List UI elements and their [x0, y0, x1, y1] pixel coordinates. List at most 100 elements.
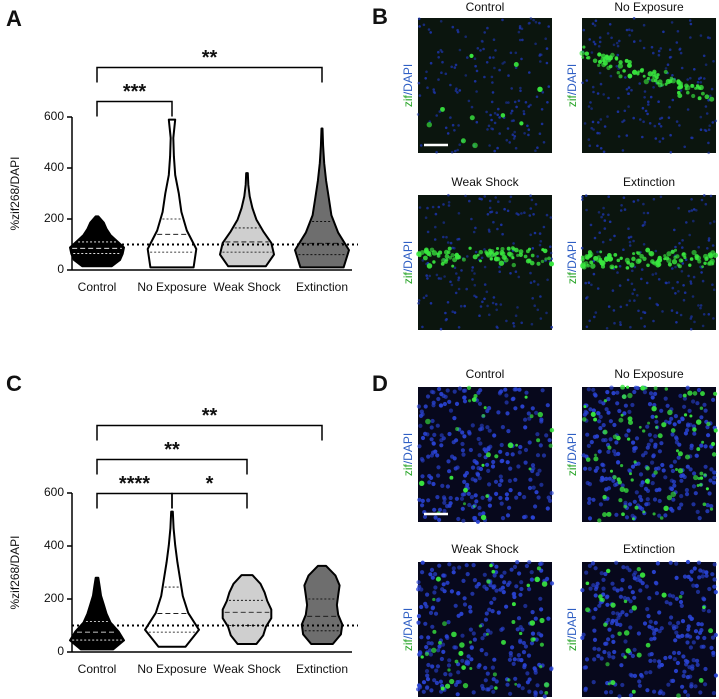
nucleus: [587, 281, 591, 285]
nucleus: [686, 627, 691, 632]
nucleus: [587, 105, 591, 108]
nucleus: [678, 48, 681, 51]
nucleus: [693, 491, 698, 496]
zif-cell: [677, 451, 683, 457]
nucleus: [496, 410, 501, 415]
nucleus: [501, 232, 504, 236]
nucleus: [699, 115, 703, 119]
nucleus: [513, 676, 518, 681]
nucleus: [670, 508, 675, 513]
nucleus: [539, 607, 544, 612]
nucleus: [612, 586, 617, 591]
nucleus: [711, 650, 716, 656]
nucleus: [514, 270, 518, 274]
nucleus: [494, 302, 498, 306]
nucleus: [599, 118, 603, 121]
nucleus: [477, 453, 482, 458]
nucleus: [685, 693, 691, 698]
nucleus: [529, 271, 532, 275]
nucleus: [520, 686, 525, 691]
zif-cell: [472, 504, 476, 508]
zif-cell: [594, 453, 597, 457]
zif-cell: [442, 621, 447, 627]
nucleus: [442, 508, 447, 514]
zif-cell: [582, 45, 586, 49]
zif-cell: [463, 487, 468, 493]
nucleus: [420, 474, 425, 479]
nucleus: [677, 506, 682, 511]
nucleus: [523, 417, 528, 422]
nucleus: [691, 295, 695, 298]
nucleus: [440, 587, 445, 592]
zif-cell: [699, 471, 704, 476]
nucleus: [488, 144, 491, 147]
nucleus: [616, 110, 620, 113]
nucleus: [429, 437, 434, 442]
nucleus: [658, 140, 662, 143]
nucleus: [491, 677, 496, 682]
nucleus: [689, 327, 693, 331]
zif-cell: [616, 258, 621, 263]
nucleus: [610, 581, 615, 586]
nucleus: [671, 479, 677, 484]
nucleus: [693, 320, 696, 324]
nucleus: [632, 576, 637, 581]
nucleus: [426, 206, 429, 210]
nucleus: [422, 23, 426, 27]
nucleus: [478, 314, 481, 318]
nucleus: [706, 433, 711, 438]
zif-cell: [529, 414, 534, 419]
zif-cell: [630, 478, 634, 482]
zif-cell: [699, 476, 704, 480]
nucleus: [697, 304, 700, 307]
nucleus: [591, 680, 596, 685]
nucleus: [711, 121, 715, 124]
nucleus: [540, 108, 544, 111]
violin: [221, 574, 273, 645]
zif-cell: [537, 411, 544, 418]
nucleus: [652, 689, 657, 694]
nucleus: [473, 493, 478, 498]
nucleus: [592, 272, 596, 276]
nucleus: [520, 212, 523, 215]
nucleus: [627, 502, 633, 507]
nucleus: [672, 650, 677, 656]
nucleus: [647, 432, 653, 437]
zif-cell: [689, 414, 693, 418]
zif-cell: [631, 689, 636, 694]
nucleus: [471, 266, 475, 269]
zif-cell: [605, 54, 609, 58]
nucleus: [653, 124, 657, 128]
nucleus: [531, 297, 534, 300]
nucleus: [457, 287, 461, 291]
zif-cell: [590, 263, 596, 269]
nucleus: [546, 101, 549, 104]
zif-cell: [511, 262, 516, 268]
zif-cell: [479, 259, 482, 263]
nucleus: [648, 391, 654, 396]
nucleus: [700, 198, 704, 202]
nucleus: [454, 496, 459, 501]
nucleus: [628, 693, 634, 698]
nucleus: [513, 477, 518, 482]
nucleus: [611, 391, 616, 396]
nucleus: [440, 483, 445, 488]
nucleus: [688, 467, 693, 472]
zif-cell: [603, 399, 608, 403]
nucleus: [428, 274, 432, 278]
zif-cell: [636, 72, 640, 76]
nucleus: [628, 34, 631, 37]
nucleus: [650, 460, 655, 465]
zif-cell: [703, 473, 707, 477]
nucleus: [606, 397, 611, 402]
nucleus: [596, 144, 599, 148]
nucleus: [585, 297, 588, 300]
nucleus: [456, 591, 461, 596]
zif-cell: [584, 51, 590, 56]
nucleus: [686, 108, 690, 111]
nucleus: [508, 200, 512, 203]
nucleus: [454, 149, 457, 153]
nucleus: [623, 403, 629, 408]
zif-cell: [648, 250, 655, 257]
